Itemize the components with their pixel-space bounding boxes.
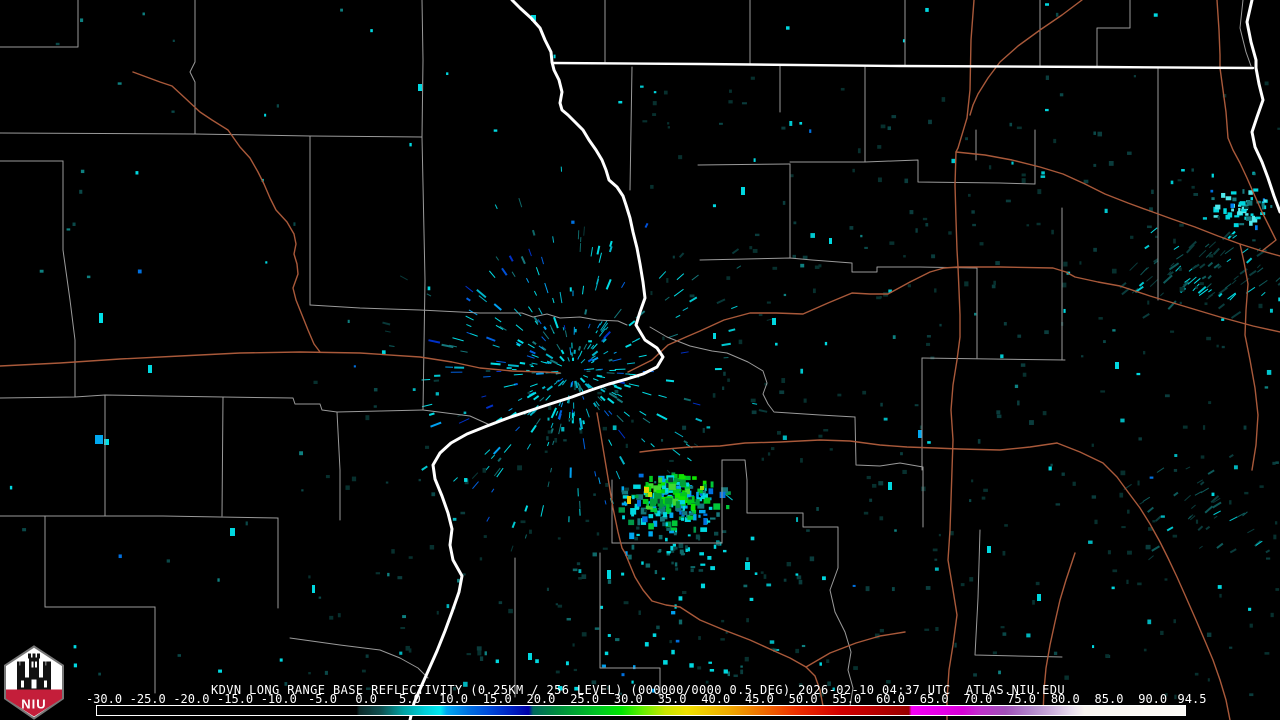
colorbar-tick-label: -10.0 — [260, 692, 297, 706]
colorbar-tick-label: -25.0 — [129, 692, 166, 706]
colorbar-tick-label: 15.0 — [482, 692, 512, 706]
reflectivity-colorbar — [96, 705, 1186, 716]
niu-red-band — [6, 689, 62, 717]
colorbar-tick-label: 85.0 — [1094, 692, 1124, 706]
colorbar-gradient — [97, 706, 1185, 715]
product-caption: KDVN LONG RANGE BASE REFLECTIVITY (0.25K… — [211, 683, 1065, 697]
colorbar-tick-label: 25.0 — [570, 692, 600, 706]
colorbar-tick-label: 94.5 — [1177, 692, 1207, 706]
colorbar-tick-label: 60.0 — [876, 692, 905, 706]
colorbar-tick-label: -20.0 — [173, 692, 210, 706]
colorbar-tick-label: 40.0 — [701, 692, 731, 706]
colorbar-tick-label: 20.0 — [526, 692, 556, 706]
colorbar-tick-label: 70.0 — [963, 692, 993, 706]
colorbar-tick-label: 90.0 — [1138, 692, 1168, 706]
colorbar-tick-label: -15.0 — [217, 692, 254, 706]
colorbar-tick-label: 55.0 — [832, 692, 862, 706]
radar-echoes — [9, 3, 1280, 700]
colorbar-tick-label: 0.0 — [355, 692, 377, 706]
colorbar-tick-label: 30.0 — [613, 692, 643, 706]
county-borders — [0, 0, 1252, 707]
colorbar-tick-label: 35.0 — [657, 692, 687, 706]
colorbar-tick-label: 5.0 — [399, 692, 421, 706]
rivers-and-borders — [408, 0, 1280, 720]
colorbar-tick-label: -5.0 — [308, 692, 337, 706]
colorbar-tick-label: 10.0 — [439, 692, 468, 706]
colorbar-tick-label: 80.0 — [1050, 692, 1080, 706]
colorbar-tick-label: 50.0 — [788, 692, 818, 706]
niu-logo: NIU — [4, 645, 64, 720]
colorbar-tick-label: -30.0 — [85, 692, 123, 706]
colorbar-tick-label: 45.0 — [744, 692, 774, 706]
niu-logo-text: NIU — [21, 697, 46, 712]
colorbar-tick-label: 65.0 — [919, 692, 949, 706]
colorbar-tick-label: 75.0 — [1007, 692, 1037, 706]
castle-windows — [21, 661, 47, 689]
